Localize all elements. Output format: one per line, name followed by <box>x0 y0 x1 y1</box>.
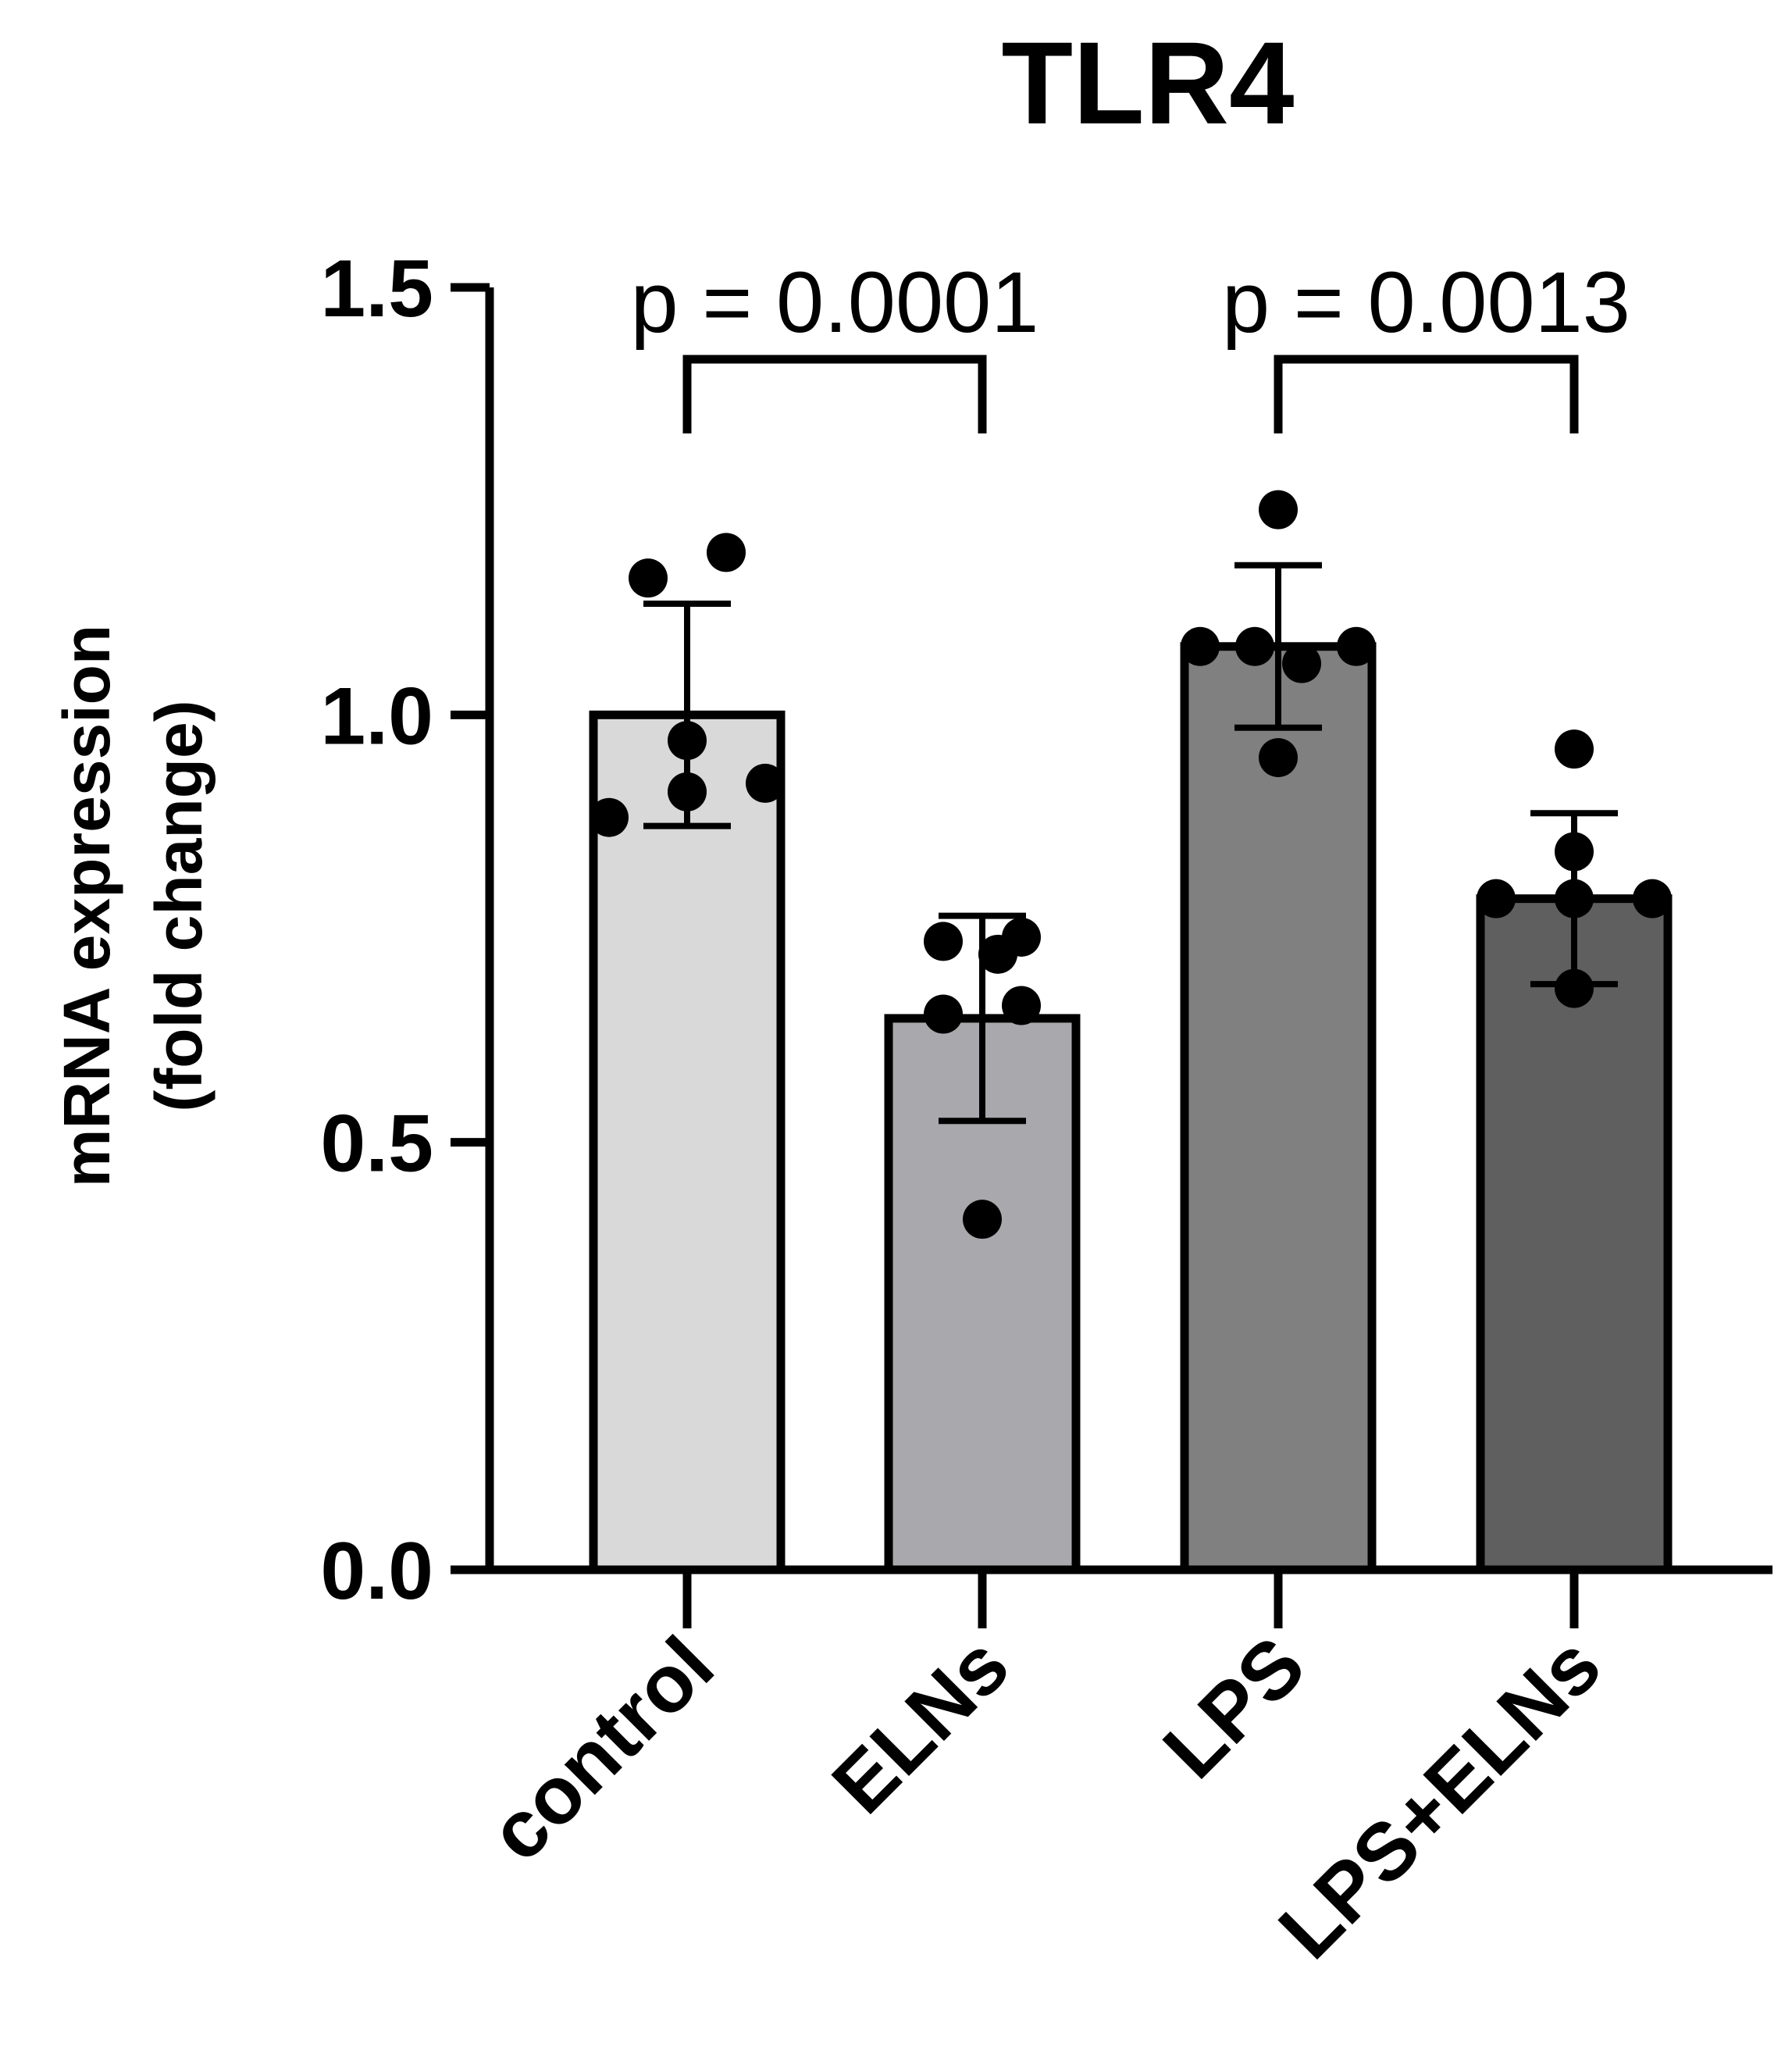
data-point-control <box>746 763 785 803</box>
bar-LPS+ELNs <box>1476 894 1673 1574</box>
y-axis-label-line-2: (fold change) <box>142 700 216 1111</box>
data-point-LPS <box>1181 626 1220 666</box>
x-tick-label: LPS+ELNs <box>1262 1620 1618 1976</box>
data-point-LPS+ELNs <box>1633 879 1672 918</box>
data-point-LPS+ELNs <box>1555 832 1594 872</box>
data-point-LPS+ELNs <box>1477 879 1516 918</box>
x-tick-label: LPS <box>1146 1620 1322 1795</box>
data-point-control <box>707 533 746 572</box>
p-value-label: p = 0.0001 <box>631 255 1039 351</box>
data-point-LPS <box>1337 626 1376 666</box>
data-point-LPS <box>1259 738 1298 778</box>
data-point-control <box>668 772 707 811</box>
data-point-ELNs <box>1002 986 1041 1025</box>
data-point-control <box>668 721 707 761</box>
x-tick-label: ELNs <box>815 1620 1026 1831</box>
x-tick-label: control <box>472 1620 731 1878</box>
data-point-LPS+ELNs <box>1555 879 1594 918</box>
y-tick-label: 0.5 <box>320 1099 433 1189</box>
y-tick-label: 1.0 <box>320 671 433 761</box>
y-tick-label: 1.5 <box>320 244 433 334</box>
data-point-ELNs <box>963 1200 1002 1239</box>
data-point-LPS <box>1282 644 1321 683</box>
data-point-LPS <box>1259 490 1298 530</box>
bar-LPS <box>1180 642 1377 1574</box>
data-point-LPS <box>1235 626 1274 666</box>
bar-control <box>589 710 786 1574</box>
data-point-ELNs <box>924 922 963 961</box>
data-point-control <box>590 797 629 837</box>
data-point-ELNs <box>924 994 963 1034</box>
y-axis-label: mRNA expression (fold change) <box>50 625 216 1187</box>
data-point-LPS+ELNs <box>1555 968 1594 1008</box>
data-point-LPS+ELNs <box>1555 729 1594 769</box>
significance-bracket <box>682 355 987 433</box>
significance-bracket <box>1274 355 1579 433</box>
y-axis-label-line-1: mRNA expression <box>50 625 123 1187</box>
chart-title: TLR4 <box>1002 17 1295 148</box>
data-point-ELNs <box>978 934 1017 974</box>
y-tick-label: 0.0 <box>320 1526 433 1617</box>
data-point-control <box>629 558 668 598</box>
p-value-label: p = 0.0013 <box>1222 255 1630 351</box>
